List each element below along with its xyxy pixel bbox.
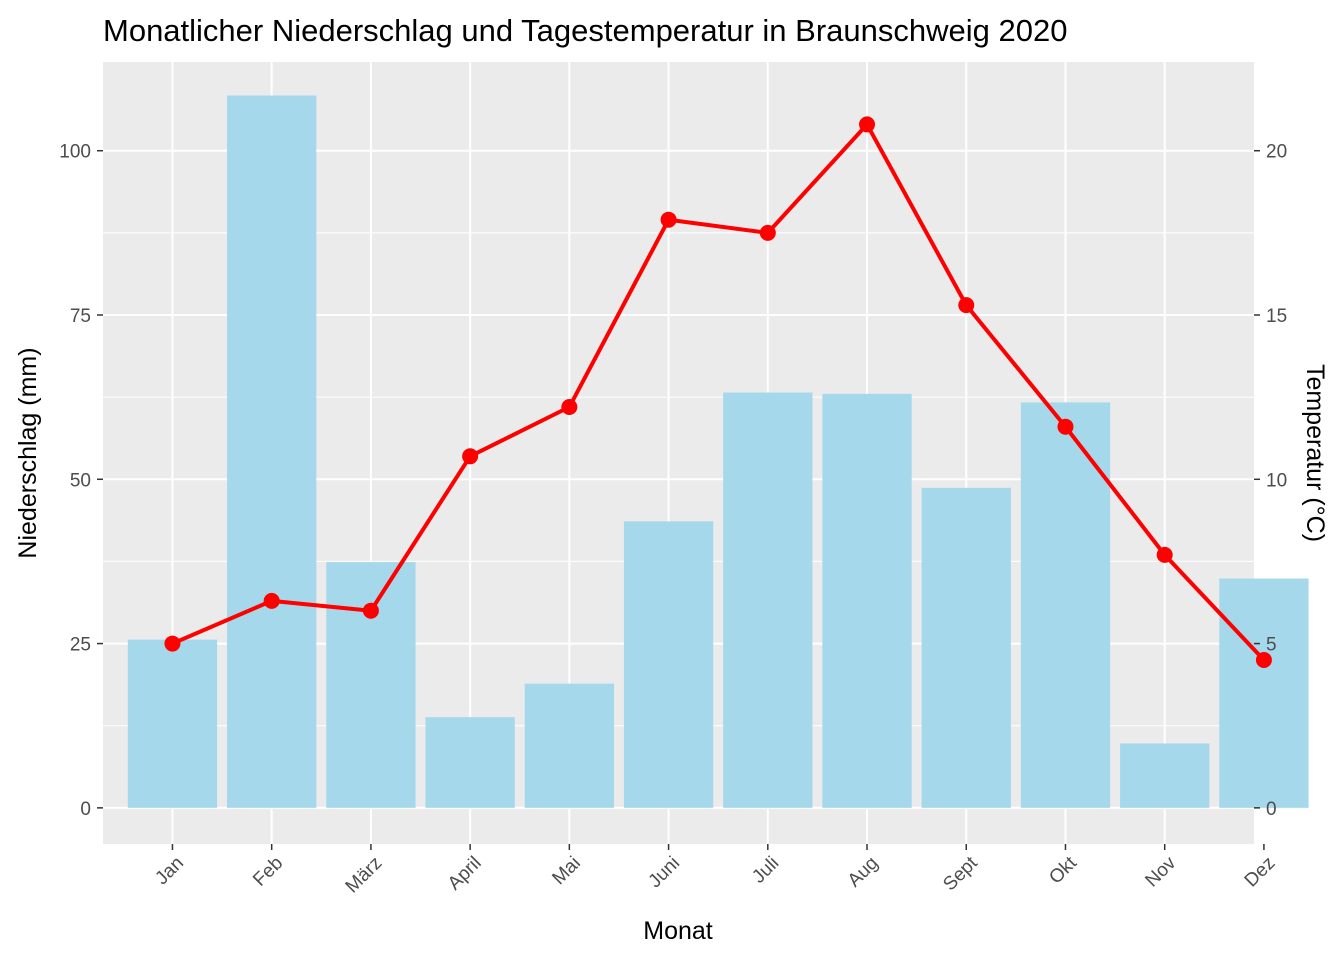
temperature-point-3 xyxy=(362,602,379,619)
bar-5 xyxy=(524,683,615,808)
x-tick-label: Jan xyxy=(151,853,188,890)
x-tick-label: April xyxy=(444,853,486,895)
bar-12 xyxy=(1219,578,1309,808)
bar-10 xyxy=(1020,402,1111,808)
temperature-point-2 xyxy=(263,592,280,609)
x-tick-label: Juni xyxy=(645,853,684,892)
temperature-point-9 xyxy=(958,297,975,314)
y-axis-title: Niederschlag (mm) xyxy=(14,347,42,558)
bar-1 xyxy=(127,639,218,808)
bar-2 xyxy=(227,95,317,808)
bar-9 xyxy=(921,487,1011,808)
y-tick-label: 50 xyxy=(70,470,91,491)
temperature-line xyxy=(171,122,1266,662)
x-tick-label: Dez xyxy=(1241,853,1280,892)
x-tick-label: Okt xyxy=(1045,852,1081,888)
y2-tick-label: 5 xyxy=(1266,635,1277,656)
y2-tick-label: 15 xyxy=(1266,306,1287,327)
bar-series xyxy=(127,95,1309,808)
bar-6 xyxy=(623,521,714,808)
temperature-point-1 xyxy=(164,635,181,652)
y-tick-label: 25 xyxy=(70,635,91,656)
temperature-point-10 xyxy=(1057,418,1074,435)
x-axis-title: Monat xyxy=(643,917,713,945)
y-axis-left: 0 25 50 75 100 xyxy=(59,142,103,820)
chart-title: Monatlicher Niederschlag und Tagestemper… xyxy=(103,13,1067,48)
y-tick-label: 75 xyxy=(70,306,91,327)
temperature-point-4 xyxy=(462,448,479,465)
y-tick-label: 0 xyxy=(80,799,91,820)
y2-tick-label: 10 xyxy=(1266,470,1287,491)
y-axis-right: 0 5 10 15 20 xyxy=(1254,142,1287,820)
x-tick-label: Mai xyxy=(548,853,585,890)
y2-axis-title: Temperatur (°C) xyxy=(1301,364,1329,542)
bar-7 xyxy=(723,392,813,808)
x-tick-label: März xyxy=(342,853,387,898)
bar-3 xyxy=(326,562,416,808)
temperature-point-12 xyxy=(1255,652,1272,668)
x-axis: Jan Feb März April Mai Juni Juli Aug Sept Okt Nov D… xyxy=(151,844,1279,897)
temperature-point-11 xyxy=(1156,546,1173,563)
temperature-point-5 xyxy=(561,399,578,415)
bar-8 xyxy=(822,393,912,808)
y2-tick-label: 20 xyxy=(1266,142,1287,163)
temperature-points xyxy=(164,116,1272,668)
y2-tick-label: 0 xyxy=(1266,799,1277,820)
x-tick-label: Feb xyxy=(249,853,287,891)
x-tick-label: Aug xyxy=(844,853,883,892)
x-tick-label: Juli xyxy=(748,853,783,888)
y-tick-label: 100 xyxy=(59,142,91,163)
x-tick-label: Sept xyxy=(939,852,982,895)
bar-4 xyxy=(425,717,515,808)
temperature-point-7 xyxy=(759,224,776,241)
x-tick-label: Nov xyxy=(1141,852,1180,891)
temperature-point-6 xyxy=(660,211,677,228)
temperature-point-8 xyxy=(859,116,876,133)
bar-11 xyxy=(1120,743,1210,808)
